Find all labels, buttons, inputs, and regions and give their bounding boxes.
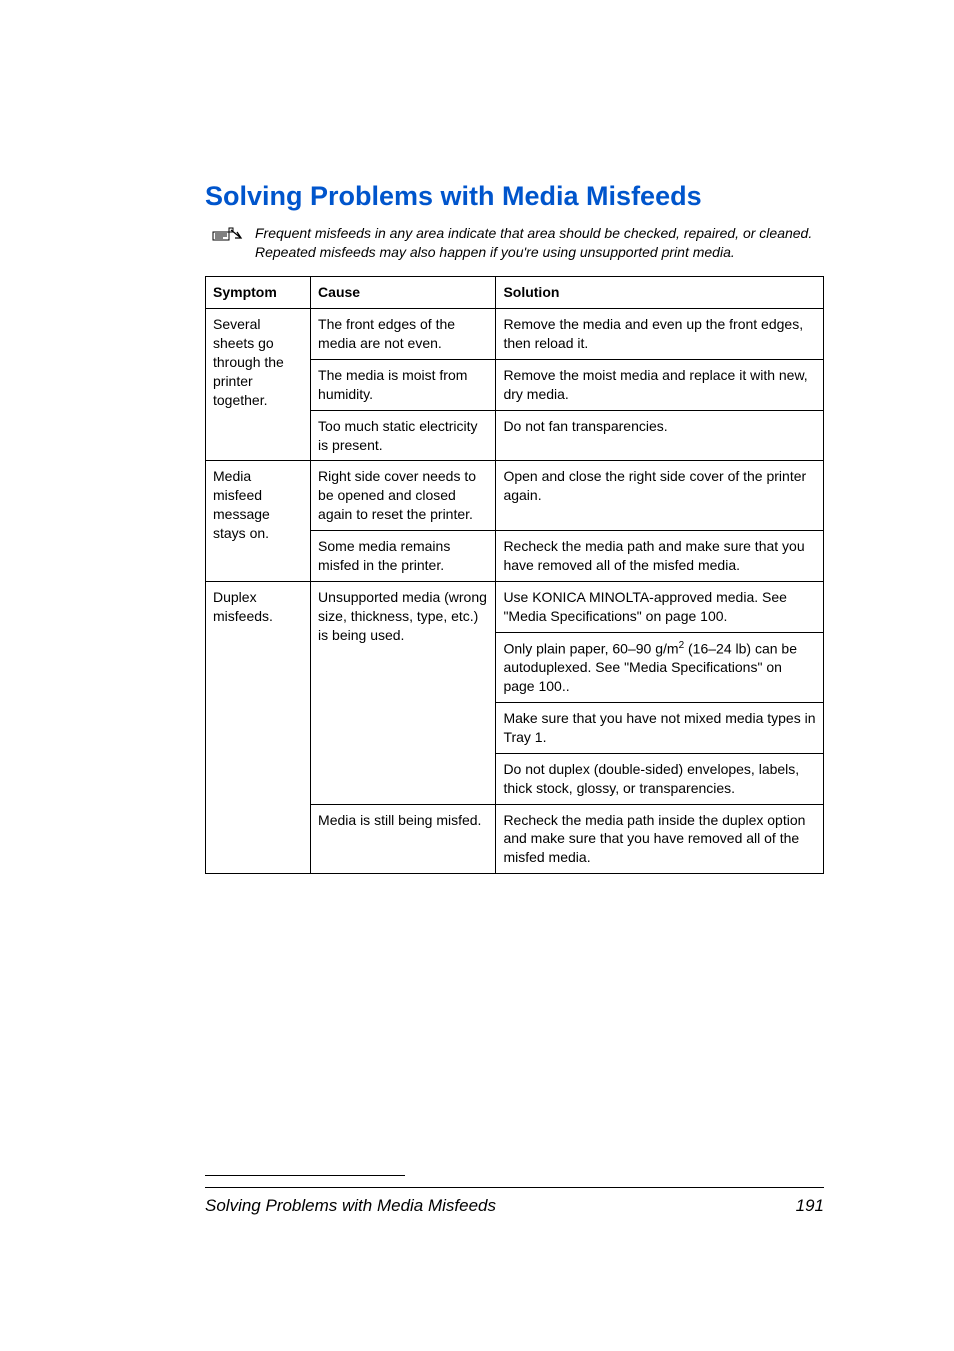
footer-page-number: 191 [796,1196,824,1216]
cause-cell: Right side cover needs to be opened and … [311,461,496,531]
cause-cell: The front edges of the media are not eve… [311,309,496,360]
solution-cell: Do not fan transparencies. [496,410,824,461]
solution-cell: Recheck the media path and make sure tha… [496,531,824,582]
table-row: Duplex misfeeds. Unsupported media (wron… [206,581,824,632]
heading-text: Solving Problems with Media Misfeeds [205,181,702,211]
symptom-cell: Several sheets go through the printer to… [206,309,311,461]
cause-cell: Some media remains misfed in the printer… [311,531,496,582]
cause-cell: Media is still being misfed. [311,804,496,874]
solution-cell: Remove the moist media and replace it wi… [496,359,824,410]
header-symptom: Symptom [206,277,311,309]
note-icon [211,226,243,251]
page-heading: Solving Problems with Media Misfeeds [205,180,824,212]
solution-cell: Recheck the media path inside the duplex… [496,804,824,874]
solution-cell: Open and close the right side cover of t… [496,461,824,531]
solution-text-pre: Only plain paper, 60–90 g/m [503,640,678,656]
table-header-row: Symptom Cause Solution [206,277,824,309]
solution-cell: Make sure that you have not mixed media … [496,702,824,753]
table-row: Several sheets go through the printer to… [206,309,824,360]
page-footer: Solving Problems with Media Misfeeds 191 [205,1187,824,1216]
solution-cell: Only plain paper, 60–90 g/m2 (16–24 lb) … [496,632,824,702]
note-block: Frequent misfeeds in any area indicate t… [211,224,824,262]
cause-cell: The media is moist from humidity. [311,359,496,410]
troubleshooting-table: Symptom Cause Solution Several sheets go… [205,276,824,874]
footer-title: Solving Problems with Media Misfeeds [205,1196,496,1216]
header-solution: Solution [496,277,824,309]
cause-cell: Unsupported media (wrong size, thickness… [311,581,496,804]
cause-cell: Too much static electricity is present. [311,410,496,461]
symptom-cell: Duplex misfeeds. [206,581,311,873]
footer-divider [205,1175,405,1176]
header-cause: Cause [311,277,496,309]
symptom-cell: Media misfeed message stays on. [206,461,311,581]
solution-cell: Do not duplex (double-sided) envelopes, … [496,753,824,804]
table-row: Media misfeed message stays on. Right si… [206,461,824,531]
solution-cell: Remove the media and even up the front e… [496,309,824,360]
solution-cell: Use KONICA MINOLTA-approved media. See "… [496,581,824,632]
note-text: Frequent misfeeds in any area indicate t… [255,224,824,262]
